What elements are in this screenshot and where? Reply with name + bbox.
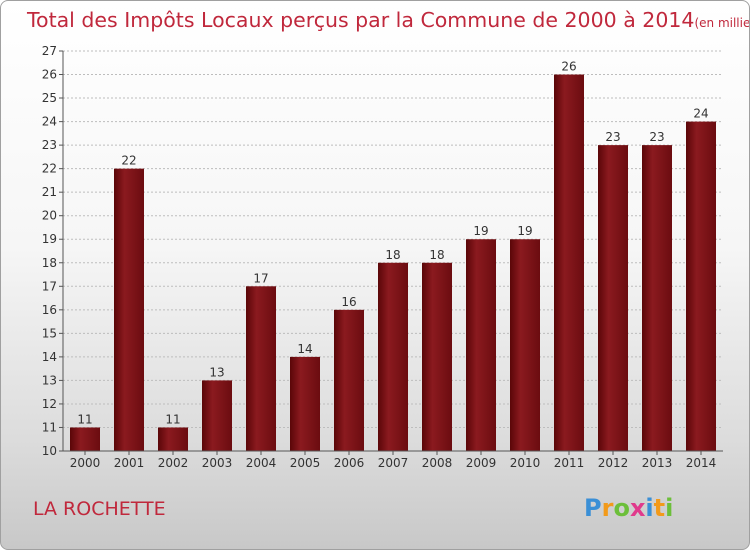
bar-2011	[554, 74, 584, 451]
bar-2009	[466, 239, 496, 451]
logo-letter: P	[584, 494, 602, 522]
y-tick-label: 17	[42, 279, 57, 293]
y-tick-label: 20	[42, 209, 57, 223]
logo-letter: o	[613, 494, 630, 522]
proxiti-logo: Proxiti	[584, 494, 673, 522]
value-label: 16	[341, 295, 356, 309]
bars: 11 22 11 13 17 14 16 18 18 19 19 26 23 23 24	[70, 60, 716, 452]
value-label: 17	[253, 271, 268, 285]
y-tick-label: 27	[42, 44, 57, 58]
x-tick-label: 2013	[642, 456, 673, 470]
x-tick-label: 2012	[598, 456, 629, 470]
y-tick-label: 15	[42, 326, 57, 340]
logo-letter: t	[654, 494, 665, 522]
bar-2007	[378, 262, 408, 451]
x-tick-label: 2008	[422, 456, 453, 470]
commune-name: LA ROCHETTE	[33, 498, 166, 520]
x-tick-label: 2000	[70, 456, 101, 470]
x-tick-label: 2002	[158, 456, 189, 470]
bar-2006	[334, 309, 364, 451]
y-tick-label: 22	[42, 162, 57, 176]
value-label: 13	[209, 365, 224, 379]
x-tick-label: 2009	[466, 456, 497, 470]
y-tick-label: 24	[42, 115, 57, 129]
logo-letter: x	[630, 494, 646, 522]
y-tick-label: 16	[42, 303, 57, 317]
x-tick-label: 2007	[378, 456, 409, 470]
value-label: 19	[517, 224, 532, 238]
bar-2010	[510, 239, 540, 451]
value-label: 19	[473, 224, 488, 238]
value-label: 26	[561, 60, 576, 74]
value-label: 22	[121, 154, 136, 168]
bar-2014	[686, 121, 716, 452]
value-label: 11	[165, 412, 180, 426]
y-tick-label: 19	[42, 232, 57, 246]
x-tick-label: 2005	[290, 456, 321, 470]
bar-2008	[422, 262, 452, 451]
y-tick-label: 11	[42, 420, 57, 434]
chart-title: Total des Impôts Locaux perçus par la Co…	[26, 8, 750, 32]
value-label: 23	[649, 130, 664, 144]
value-label: 23	[605, 130, 620, 144]
bar-2002	[158, 427, 188, 451]
x-tick-label: 2011	[554, 456, 585, 470]
x-tick-label: 2004	[246, 456, 277, 470]
y-tick-label: 18	[42, 256, 57, 270]
y-tick-label: 14	[42, 350, 57, 364]
value-label: 24	[693, 107, 708, 121]
y-tick-label: 23	[42, 138, 57, 152]
y-tick-label: 10	[42, 444, 57, 458]
grid	[63, 50, 723, 452]
y-tick-label: 21	[42, 185, 57, 199]
x-tick-label: 2010	[510, 456, 541, 470]
y-tick-label: 26	[42, 68, 57, 82]
chart-title-main: Total des Impôts Locaux perçus par la Co…	[26, 8, 694, 32]
value-label: 18	[385, 248, 400, 262]
y-tick-label: 13	[42, 373, 57, 387]
x-tick-label: 2003	[202, 456, 233, 470]
bar-2004	[246, 286, 276, 451]
axes: 10 11 12 13 14 15 16 17 18 19 20 21 22 23 24 25 26 27 2000…	[42, 44, 723, 470]
bar-2012	[598, 145, 628, 451]
bar-2000	[70, 427, 100, 451]
x-tick-label: 2001	[114, 456, 145, 470]
logo-letter: i	[645, 494, 653, 522]
chart-title-unit: (en milliers d'€)	[694, 16, 750, 30]
value-label: 14	[297, 342, 312, 356]
value-label: 11	[77, 412, 92, 426]
bar-2013	[642, 145, 672, 451]
y-tick-label: 25	[42, 91, 57, 105]
y-tick-label: 12	[42, 397, 57, 411]
bar-2001	[114, 168, 144, 451]
x-tick-label: 2006	[334, 456, 365, 470]
value-label: 18	[429, 248, 444, 262]
x-tick-label: 2014	[686, 456, 717, 470]
logo-letter: i	[665, 494, 673, 522]
logo-letter: r	[602, 494, 614, 522]
bar-2003	[202, 380, 232, 451]
bar-2005	[290, 356, 320, 451]
